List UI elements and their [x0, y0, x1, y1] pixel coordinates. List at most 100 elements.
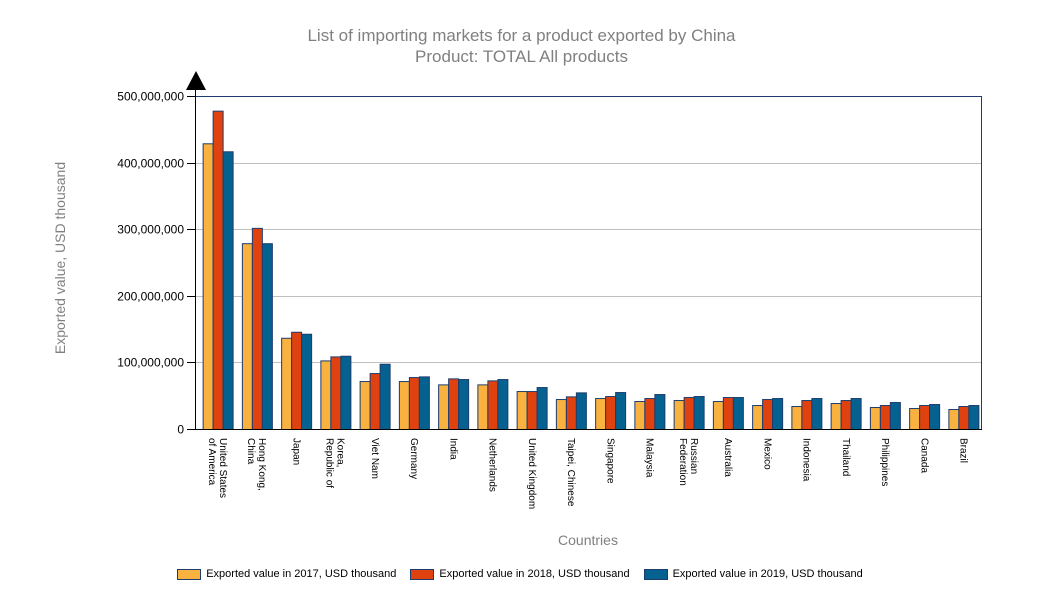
bar	[752, 405, 764, 430]
bar	[958, 406, 970, 431]
bar	[369, 373, 381, 430]
legend-swatch	[177, 568, 202, 580]
bar	[398, 381, 410, 431]
legend-label: Exported value in 2018, USD thousand	[439, 568, 630, 580]
legend-item: Exported value in 2018, USD thousand	[410, 568, 630, 580]
y-axis-arrow-icon	[186, 71, 206, 90]
x-tick-label: India	[447, 438, 458, 460]
bar	[634, 401, 646, 431]
legend-label: Exported value in 2017, USD thousand	[206, 568, 397, 580]
bar	[644, 398, 656, 431]
x-tick-label: Netherlands	[487, 438, 498, 492]
x-tick-label: Korea,	[335, 438, 346, 467]
bar	[850, 398, 862, 431]
x-tick-label: of America	[206, 438, 217, 486]
bar	[712, 401, 724, 431]
bar	[615, 392, 627, 430]
bar	[477, 384, 489, 430]
x-tick-label: Viet Nam	[369, 438, 380, 479]
y-tick-label: 500,000,000	[117, 90, 184, 104]
bar	[526, 391, 538, 430]
bar	[497, 379, 509, 430]
x-tick-label: Republic of	[324, 438, 335, 488]
bar	[909, 408, 921, 430]
x-tick-label: China	[245, 438, 256, 465]
x-tick-label: Canada	[918, 438, 929, 473]
bar	[291, 331, 303, 431]
bar	[968, 405, 980, 430]
x-tick-label: Hong Kong,	[256, 438, 267, 491]
bar	[330, 356, 342, 431]
bar	[536, 387, 548, 430]
legend-swatch	[410, 568, 435, 580]
bar	[879, 405, 891, 430]
bar	[605, 396, 617, 430]
bar	[948, 409, 960, 430]
x-tick-label: Philippines	[879, 438, 890, 486]
chart-title: List of importing markets for a product …	[307, 26, 736, 45]
bar	[869, 407, 881, 431]
x-tick-label: Malaysia	[644, 438, 655, 478]
bar	[458, 379, 470, 430]
x-axis-label: Countries	[558, 532, 618, 548]
bar	[301, 333, 313, 430]
x-tick-label: Mexico	[761, 438, 772, 470]
x-tick-label: Germany	[408, 438, 419, 479]
bar	[693, 396, 705, 430]
bar	[379, 363, 391, 430]
bar	[418, 376, 430, 430]
bar	[320, 360, 332, 431]
y-tick-label: 0	[177, 423, 184, 437]
bar	[448, 378, 460, 431]
legend-swatch	[643, 568, 668, 580]
x-tick-label: Indonesia	[801, 438, 812, 482]
x-tick-label: Japan	[290, 438, 301, 465]
bar	[791, 406, 803, 431]
bar	[919, 405, 931, 430]
y-tick-label: 100,000,000	[117, 356, 184, 370]
bar	[840, 400, 852, 430]
bar	[202, 143, 214, 430]
chart-subtitle: Product: TOTAL All products	[415, 47, 628, 66]
x-tick-label: Singapore	[604, 438, 615, 484]
bar	[487, 380, 499, 430]
y-tick-label: 200,000,000	[117, 290, 184, 304]
bar	[673, 400, 685, 430]
bar	[222, 151, 234, 430]
x-tick-label: Federation	[677, 438, 688, 486]
x-tick-label: United States	[217, 438, 228, 498]
bar	[830, 403, 842, 430]
bar	[772, 398, 784, 431]
bar	[801, 400, 813, 430]
legend-item: Exported value in 2019, USD thousand	[643, 568, 863, 580]
bar	[575, 392, 587, 430]
bar	[683, 397, 695, 431]
bar	[359, 381, 371, 431]
x-tick-label: United Kingdom	[526, 438, 537, 509]
legend: Exported value in 2017, USD thousand Expo…	[0, 568, 1040, 580]
y-tick-label: 400,000,000	[117, 157, 184, 171]
bar	[212, 110, 224, 430]
x-tick-label: Taipei, Chinese	[565, 438, 576, 507]
x-tick-label: Brazil	[958, 438, 969, 463]
bar	[762, 399, 774, 430]
legend-label: Exported value in 2019, USD thousand	[672, 568, 863, 580]
bar	[722, 397, 734, 431]
bar	[565, 396, 577, 430]
bar	[438, 384, 450, 430]
bar	[281, 337, 293, 430]
y-tick-label: 300,000,000	[117, 223, 184, 237]
legend-item: Exported value in 2017, USD thousand	[177, 568, 396, 580]
bar	[408, 377, 420, 430]
x-tick-label: Russian	[688, 438, 699, 474]
bar	[811, 398, 823, 431]
bar	[929, 404, 941, 430]
x-tick-label: Australia	[722, 438, 733, 477]
bar	[516, 391, 528, 430]
bar	[261, 243, 273, 430]
bar	[654, 394, 666, 431]
bar	[555, 399, 567, 430]
bar	[732, 397, 744, 431]
